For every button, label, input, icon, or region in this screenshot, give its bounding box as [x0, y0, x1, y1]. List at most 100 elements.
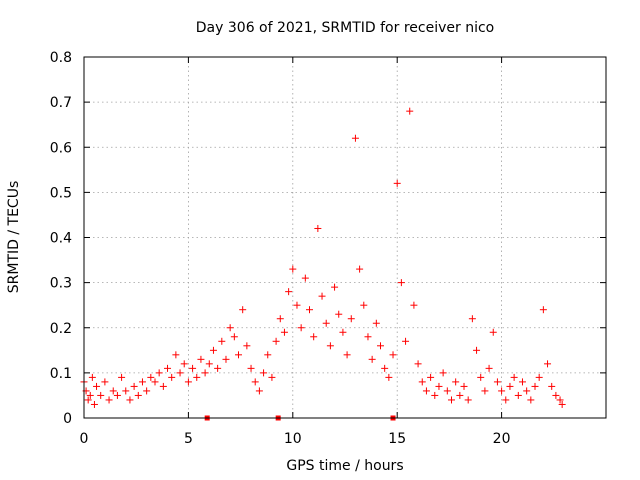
data-point [93, 382, 101, 390]
data-point [468, 315, 476, 323]
data-point [464, 396, 472, 404]
data-point [376, 342, 384, 350]
data-point [558, 400, 566, 408]
data-point [318, 292, 326, 300]
data-point [410, 301, 418, 309]
data-point [164, 364, 172, 372]
data-point [293, 301, 301, 309]
data-point [159, 382, 167, 390]
y-tick-label: 0.5 [50, 185, 72, 201]
data-point [397, 279, 405, 287]
data-point [502, 396, 510, 404]
data-point [339, 328, 347, 336]
data-point [427, 373, 435, 381]
data-point [314, 224, 322, 232]
data-point [172, 351, 180, 359]
data-point [364, 333, 372, 341]
data-point [498, 387, 506, 395]
data-point [272, 337, 280, 345]
grid-lines [84, 57, 606, 418]
y-tick-label: 0.8 [50, 50, 72, 66]
y-tick-label: 0.7 [50, 95, 72, 111]
data-point [126, 396, 134, 404]
data-point [97, 391, 105, 399]
data-point [447, 396, 455, 404]
data-point [402, 337, 410, 345]
x-tick-label: 20 [493, 431, 511, 447]
data-point [343, 351, 351, 359]
data-point [205, 360, 213, 368]
data-point [222, 355, 230, 363]
data-point [414, 360, 422, 368]
data-point [531, 382, 539, 390]
data-point [201, 369, 209, 377]
data-point [255, 387, 263, 395]
data-point [184, 378, 192, 386]
x-axis-label: GPS time / hours [286, 458, 403, 474]
data-point [322, 319, 330, 327]
data-point [88, 373, 96, 381]
y-tick-label: 0.6 [50, 140, 72, 156]
y-tick-label: 0 [63, 411, 72, 427]
data-point [347, 315, 355, 323]
data-point [176, 369, 184, 377]
data-point [268, 373, 276, 381]
data-point [147, 373, 155, 381]
data-point [477, 373, 485, 381]
data-point [356, 265, 364, 273]
data-point [539, 306, 547, 314]
data-point [544, 360, 552, 368]
data-point [527, 396, 535, 404]
data-point [168, 373, 176, 381]
data-point [331, 283, 339, 291]
data-point [306, 306, 314, 314]
data-point [101, 378, 109, 386]
data-point [335, 310, 343, 318]
data-point [130, 382, 138, 390]
data-point [406, 107, 414, 115]
x-tick-label: 10 [284, 431, 302, 447]
data-point [113, 391, 121, 399]
data-point [431, 391, 439, 399]
data-point [368, 355, 376, 363]
data-point [506, 382, 514, 390]
data-point [435, 382, 443, 390]
data-point [193, 373, 201, 381]
y-tick-label: 0.3 [50, 276, 72, 292]
data-point [155, 369, 163, 377]
data-point [460, 382, 468, 390]
data-point [418, 378, 426, 386]
data-point [285, 288, 293, 296]
data-point [86, 391, 94, 399]
axis-ticks: 0 0.1 0.2 0.3 0.4 0.5 0.6 0.7 0.8 0 5 10 15 20 [50, 50, 606, 447]
data-point [214, 364, 222, 372]
data-point [393, 179, 401, 187]
data-point [556, 396, 564, 404]
data-point [118, 373, 126, 381]
data-point [105, 396, 113, 404]
data-point [523, 387, 531, 395]
data-point [289, 265, 297, 273]
data-point [514, 391, 522, 399]
y-axis-label: SRMTID / TECUs [6, 181, 22, 294]
data-point [84, 396, 92, 404]
data-point [351, 134, 359, 142]
data-points [80, 107, 566, 421]
data-point [372, 319, 380, 327]
data-point [197, 355, 205, 363]
data-point [481, 387, 489, 395]
data-point [109, 387, 117, 395]
data-point [493, 378, 501, 386]
data-point [301, 274, 309, 282]
data-point [239, 306, 247, 314]
data-point [260, 369, 268, 377]
data-point [485, 364, 493, 372]
data-point [264, 351, 272, 359]
data-point [422, 387, 430, 395]
data-point [235, 351, 243, 359]
data-point [535, 373, 543, 381]
data-point [243, 342, 251, 350]
data-point [138, 378, 146, 386]
data-point [439, 369, 447, 377]
